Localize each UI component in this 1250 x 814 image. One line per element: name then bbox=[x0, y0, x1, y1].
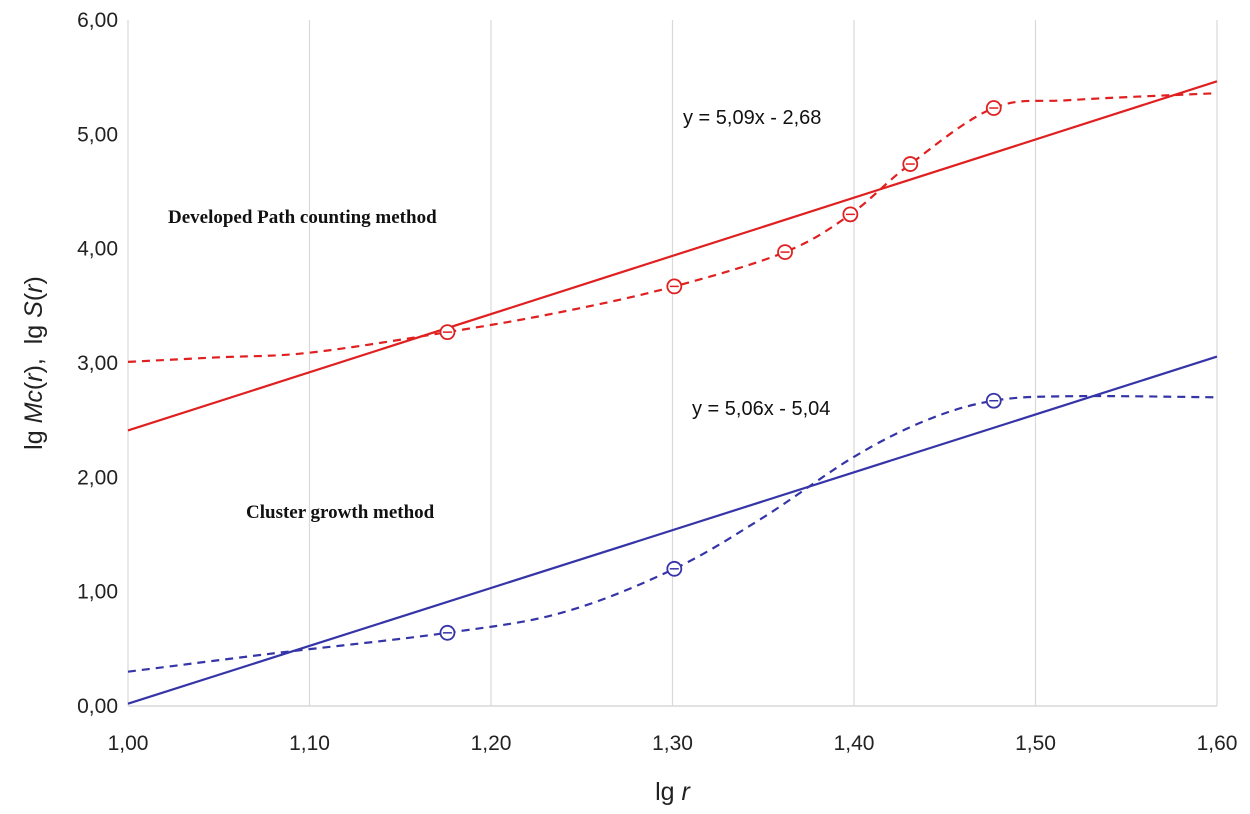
x-tick-label: 1,10 bbox=[289, 732, 330, 755]
y-title-var: Mc bbox=[20, 390, 48, 424]
data-point-path-counting bbox=[439, 324, 456, 341]
y-title-part: lg bbox=[20, 423, 48, 449]
x-tick-label: 1,30 bbox=[652, 732, 693, 755]
x-axis-title-prefix: lg bbox=[655, 778, 681, 806]
y-title-var: r bbox=[20, 372, 48, 382]
x-tick-label: 1,60 bbox=[1197, 732, 1238, 755]
y-tick-label: 1,00 bbox=[77, 581, 118, 604]
y-tick-label: 3,00 bbox=[77, 352, 118, 375]
trendline-cluster-growth bbox=[127, 355, 1218, 705]
y-title-part: ), lg bbox=[20, 318, 48, 374]
series bbox=[127, 80, 1218, 705]
series-label-path-counting: Developed Path counting method bbox=[168, 207, 437, 228]
trendline-equation-blue: y = 5,06x - 5,04 bbox=[692, 398, 830, 420]
y-title-var: r bbox=[20, 283, 48, 293]
data-point-path-counting bbox=[666, 278, 683, 295]
x-tick-label: 1,20 bbox=[471, 732, 512, 755]
data-point-path-counting bbox=[842, 206, 859, 223]
data-point-path-counting bbox=[777, 244, 793, 260]
y-tick-label: 4,00 bbox=[77, 238, 118, 261]
data-point-path-counting bbox=[902, 156, 919, 172]
y-tick-label: 5,00 bbox=[77, 123, 118, 146]
data-point-path-counting bbox=[985, 100, 1002, 116]
tick-labels: 1,00 1,10 1,20 1,30 1,40 1,50 1,60 0,00 1,00 2,00… bbox=[77, 9, 1237, 755]
series-line-cluster-growth bbox=[127, 394, 1218, 673]
series-line-path-counting bbox=[127, 92, 1218, 363]
series-label-cluster-growth: Cluster growth method bbox=[246, 502, 435, 523]
y-title-part: ) bbox=[20, 276, 48, 284]
data-point-cluster-growth bbox=[439, 624, 456, 641]
trendline-path-counting bbox=[127, 80, 1218, 432]
data-point-cluster-growth bbox=[985, 392, 1002, 409]
x-axis-title-var: r bbox=[682, 778, 692, 806]
gridlines bbox=[127, 20, 1218, 706]
y-axis-title: lg Mc(r), lg S(r) bbox=[20, 276, 48, 450]
y-title-part: ( bbox=[20, 381, 48, 390]
data-point-cluster-growth bbox=[666, 560, 683, 577]
x-axis-title: lg r bbox=[655, 778, 691, 806]
x-tick-label: 1,50 bbox=[1015, 732, 1056, 755]
x-tick-label: 1,40 bbox=[834, 732, 875, 755]
y-title-var: S bbox=[20, 301, 48, 318]
y-title-part: ( bbox=[20, 292, 48, 301]
trendline-equation-red: y = 5,09x - 2,68 bbox=[683, 107, 821, 129]
y-tick-label: 0,00 bbox=[77, 695, 118, 718]
y-tick-label: 6,00 bbox=[77, 9, 118, 32]
x-tick-label: 1,00 bbox=[108, 732, 149, 755]
annotations: y = 5,09x - 2,68 y = 5,06x - 5,04 Develo… bbox=[168, 107, 830, 523]
y-tick-label: 2,00 bbox=[77, 466, 118, 489]
